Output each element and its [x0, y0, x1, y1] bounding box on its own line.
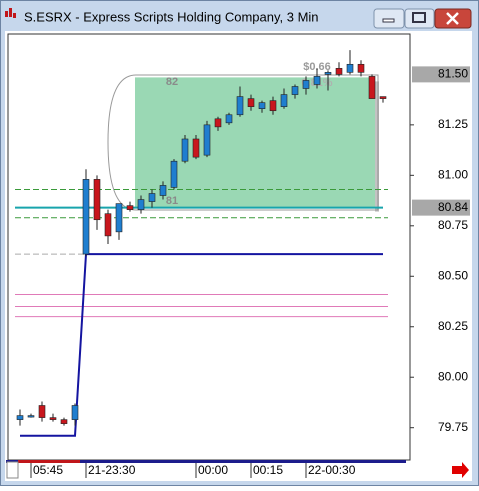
candle-body: [225, 114, 233, 124]
candle-body: [346, 63, 354, 73]
candle-body: [38, 405, 46, 418]
candle-body: [115, 203, 123, 233]
candle-body: [236, 96, 244, 116]
candle-body: [71, 405, 79, 420]
scroll-arrow[interactable]: [452, 462, 469, 478]
annotation: $0.66: [303, 61, 331, 73]
stop-line: [20, 253, 383, 437]
y-tick-label: 80.25: [438, 319, 468, 333]
candle-body: [170, 160, 178, 188]
price-marker-label: 80.84: [438, 200, 468, 214]
candle-body: [324, 72, 332, 75]
candle-body: [368, 76, 376, 99]
candle-body: [192, 138, 200, 158]
price-marker: [412, 199, 470, 216]
candle-body: [335, 68, 343, 75]
candle-body: [203, 124, 211, 156]
candle-body: [104, 213, 112, 237]
zone: [135, 77, 375, 208]
candle-body: [148, 193, 156, 202]
x-tick-label: 05:45: [33, 463, 63, 477]
candle-body: [181, 138, 189, 162]
candle-body: [258, 102, 266, 110]
x-tick-label: 00:15: [253, 463, 283, 477]
candle-body: [137, 199, 145, 210]
y-tick-label: 80.00: [438, 369, 468, 383]
scroll-box[interactable]: [6, 461, 19, 479]
x-tick-label: 00:00: [198, 463, 228, 477]
candle-body: [357, 63, 365, 73]
annotation: 81: [166, 195, 178, 207]
zone-shadow: [375, 81, 379, 212]
candle-body: [269, 100, 277, 112]
y-tick-label: 81.00: [438, 167, 468, 181]
x-axis-strip-mark: [18, 460, 80, 463]
close-button[interactable]: [434, 8, 472, 29]
candle-body: [60, 419, 68, 424]
candle-body: [247, 98, 255, 107]
candle-body: [49, 417, 57, 420]
y-tick-label: 81.25: [438, 117, 468, 131]
candle-body: [313, 76, 321, 85]
annotation: 82: [166, 76, 178, 88]
candle-body: [379, 96, 387, 99]
candle-body: [291, 86, 299, 95]
y-tick-label: 80.50: [438, 268, 468, 282]
candle-body: [126, 205, 134, 210]
window-icon: [5, 8, 16, 18]
candle-body: [27, 415, 35, 418]
candle-body: [93, 179, 101, 221]
x-tick-label: 22-00:30: [308, 463, 356, 477]
minimize-button[interactable]: [373, 8, 405, 29]
x-axis-strip: [6, 460, 406, 463]
candle-body: [214, 118, 222, 128]
window-title: S.ESRX - Express Scripts Holding Company…: [24, 9, 319, 24]
candle-body: [82, 179, 90, 255]
price-marker-label: 81.50: [438, 67, 468, 81]
y-tick-label: 80.75: [438, 218, 468, 232]
y-tick-label: 79.75: [438, 420, 468, 434]
maximize-button[interactable]: [404, 8, 435, 29]
x-tick-label: 21-23:30: [88, 463, 136, 477]
zone-outline: [107, 74, 379, 211]
price-marker: [412, 66, 470, 83]
candle-body: [280, 94, 288, 107]
candle-body: [16, 415, 24, 420]
candle-body: [159, 185, 167, 196]
candle-body: [302, 80, 310, 89]
